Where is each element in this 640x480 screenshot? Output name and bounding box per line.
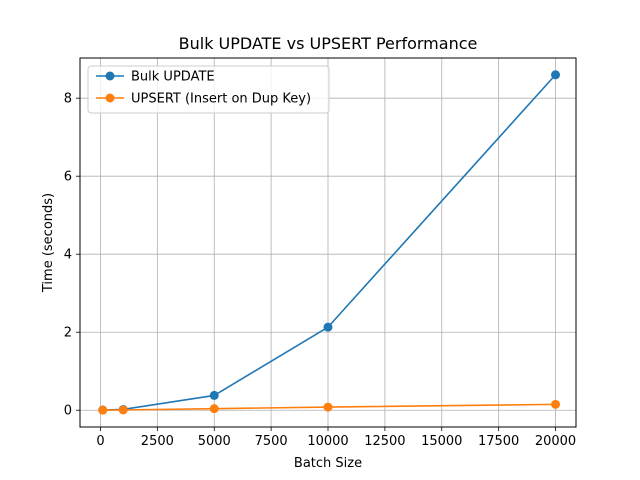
x-tick-label: 15000 xyxy=(421,434,462,449)
x-axis-label: Batch Size xyxy=(294,456,362,471)
data-point-bulk-update xyxy=(209,390,219,400)
data-point-upsert xyxy=(323,402,333,412)
chart-title: Bulk UPDATE vs UPSERT Performance xyxy=(179,34,478,53)
y-tick-label: 4 xyxy=(64,248,72,263)
ticks: 0 2500 5000 7500 10000 12500 15000 17500 20000 0 2… xyxy=(64,92,576,449)
x-tick-label: 7500 xyxy=(255,434,288,449)
legend-label-bulk-update: Bulk UPDATE xyxy=(131,70,215,85)
x-tick-label: 5000 xyxy=(198,434,231,449)
y-tick-label: 2 xyxy=(64,326,72,341)
x-tick-label: 12500 xyxy=(364,434,405,449)
data-point-upsert xyxy=(118,405,128,415)
x-tick-label: 2500 xyxy=(141,434,174,449)
series-layer xyxy=(98,70,561,415)
legend-box xyxy=(87,65,330,114)
data-point-upsert xyxy=(209,404,219,414)
x-tick-label: 20000 xyxy=(535,434,576,449)
y-axis-label: Time (seconds) xyxy=(41,193,56,293)
legend-label-upsert: UPSERT (Insert on Dup Key) xyxy=(131,92,311,107)
y-tick-label: 8 xyxy=(64,92,72,107)
data-point-upsert xyxy=(98,405,108,415)
data-point-bulk-update xyxy=(551,70,561,80)
legend-marker-bulk-update xyxy=(105,71,115,81)
legend: Bulk UPDATE UPSERT (Insert on Dup Key) xyxy=(87,65,330,114)
y-tick-label: 6 xyxy=(64,170,72,185)
data-point-bulk-update xyxy=(323,322,333,332)
x-tick-label: 17500 xyxy=(478,434,519,449)
legend-marker-upsert xyxy=(105,93,115,103)
data-point-upsert xyxy=(551,399,561,409)
x-tick-label: 0 xyxy=(96,434,104,449)
y-tick-label: 0 xyxy=(64,404,72,419)
x-tick-label: 10000 xyxy=(307,434,348,449)
